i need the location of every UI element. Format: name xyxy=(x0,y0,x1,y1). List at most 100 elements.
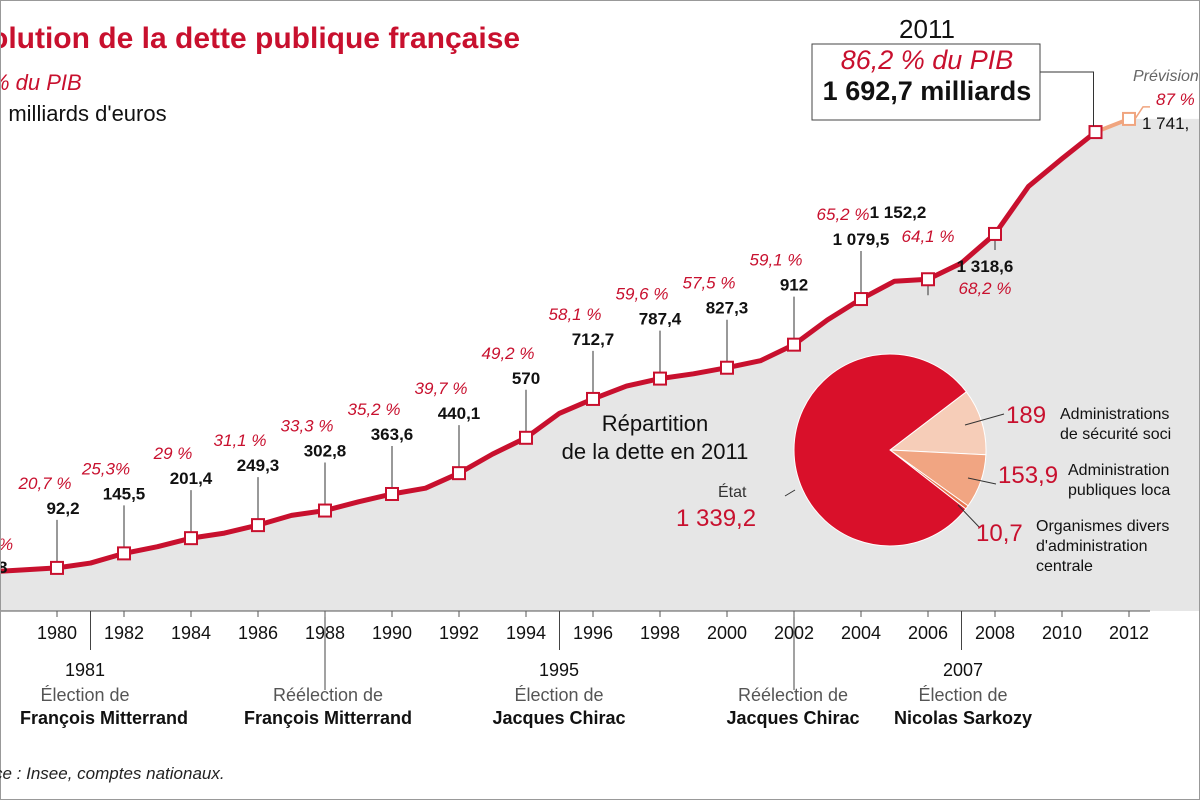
pie-value-apul: 153,9 xyxy=(998,462,1059,489)
point-pct-label: 29 % xyxy=(153,444,193,463)
data-point-marker xyxy=(385,486,399,501)
pie-title: Répartition de la dette en 2011 xyxy=(540,410,770,466)
event-line2: Jacques Chirac xyxy=(492,708,626,728)
data-point-marker xyxy=(519,430,533,445)
pie-leader-apul xyxy=(967,477,997,485)
point-amount-label: 201,4 xyxy=(170,469,213,488)
point-pct-label: 33,3 % xyxy=(281,417,334,436)
event-line2: François Mitterrand xyxy=(20,708,189,728)
data-point-marker xyxy=(251,518,265,533)
event-1988: Réélection de François Mitterrand xyxy=(243,660,413,729)
forecast-label: Prévision xyxy=(1133,68,1199,85)
data-point-marker xyxy=(50,560,64,575)
x-tick-label: 2002 xyxy=(774,623,814,643)
event-1995: 1995 Élection de Jacques Chirac xyxy=(474,660,644,729)
point-pct-label: 39,7 % xyxy=(415,379,468,398)
callout-year: 2011 xyxy=(899,14,955,44)
point-amount-label: 302,8 xyxy=(304,442,347,461)
point-amount-label: 145,5 xyxy=(103,484,146,503)
event-line1: Élection de xyxy=(514,685,604,705)
event-line1: Élection de xyxy=(918,685,1008,705)
point-amount-label: 1 318,6 xyxy=(957,257,1014,276)
x-tick-label: 2004 xyxy=(841,623,881,643)
pie-label-secu-line1: Administrations xyxy=(1060,406,1170,423)
point-pct-label: 68,2 % xyxy=(959,279,1012,298)
forecast-connector xyxy=(1134,106,1150,120)
event-line2: Jacques Chirac xyxy=(726,708,860,728)
point-amount-label: 570 xyxy=(512,369,540,388)
x-tick-label: 1992 xyxy=(439,623,479,643)
x-tick-label: 1986 xyxy=(238,623,278,643)
data-point-marker xyxy=(988,226,1002,241)
x-tick-label: 1994 xyxy=(506,623,546,643)
x-tick-label: 1988 xyxy=(305,623,345,643)
event-line2: François Mitterrand xyxy=(243,708,413,728)
point-pct-label: 35,2 % xyxy=(348,400,401,419)
data-point-marker xyxy=(117,546,131,561)
pie-title-line2: de la dette en 2011 xyxy=(561,439,749,464)
callout-2011: 2011 86,2 % du PIB 1 692,7 milliards xyxy=(812,14,1042,118)
pie-label-odac-line2: d'administration xyxy=(1036,538,1148,555)
pie-value-odac: 10,7 xyxy=(976,520,1023,547)
event-line1: Réélection de xyxy=(737,685,849,705)
pie-label-apul-line1: Administration xyxy=(1068,462,1170,479)
point-pct-label: 25,3% xyxy=(81,459,130,478)
series-line-debt xyxy=(0,130,1098,574)
point-amount-label: 827,3 xyxy=(706,299,749,318)
subtitle-unit: n milliards d'euros xyxy=(0,101,167,126)
data-point-marker xyxy=(653,371,667,386)
event-2007: 2007 Élection de Nicolas Sarkozy xyxy=(878,660,1048,729)
pie-slice-etat xyxy=(793,353,968,547)
point-pct-label: 58,1 % xyxy=(549,305,602,324)
pie-leader-etat xyxy=(784,489,796,497)
point-pct-label: 57,5 % xyxy=(683,274,736,293)
event-year: 1981 xyxy=(64,660,106,680)
forecast-point-marker xyxy=(1122,111,1136,126)
event-2002: Réélection de Jacques Chirac xyxy=(708,660,878,729)
subtitle-pct: % du PIB xyxy=(0,70,82,95)
callout-amount: 1 692,7 milliards xyxy=(822,76,1032,106)
pie-slice-secu xyxy=(888,391,987,456)
data-point-marker xyxy=(787,337,801,352)
x-tick-label: 1982 xyxy=(104,623,144,643)
data-point-marker xyxy=(318,503,332,518)
pie-label-odac-line1: Organismes divers xyxy=(1036,518,1170,535)
x-tick-label: 2000 xyxy=(707,623,747,643)
point-pct-label: 65,2 % xyxy=(817,205,870,224)
pie-label-secu-line2: de sécurité soci xyxy=(1060,426,1172,443)
point-pct-label: % xyxy=(0,535,13,554)
point-amount-label: 1 152,2 xyxy=(870,203,927,222)
point-amount-label: 1 079,5 xyxy=(833,230,890,249)
data-point-marker xyxy=(586,391,600,406)
event-year xyxy=(708,660,878,681)
pie-leader-secu xyxy=(964,413,1005,426)
pie-title-line1: Répartition xyxy=(601,411,709,436)
x-tick-label: 1996 xyxy=(573,623,613,643)
point-amount-label: 912 xyxy=(780,276,808,295)
x-tick-label: 1980 xyxy=(37,623,77,643)
event-line1: Réélection de xyxy=(272,685,384,705)
x-tick-label: 2006 xyxy=(908,623,948,643)
point-pct-label: 20,7 % xyxy=(18,474,72,493)
data-point-marker xyxy=(1088,125,1103,140)
data-point-marker xyxy=(854,292,868,307)
x-tick-label: 2008 xyxy=(975,623,1015,643)
x-tick-label: 1984 xyxy=(171,623,211,643)
pie-label-etat: État xyxy=(718,484,747,501)
event-1981: 1981 Élection de François Mitterrand xyxy=(20,660,189,729)
pie-value-etat: 1 339,2 xyxy=(676,505,757,532)
pie-label-apul: Administration publiques loca xyxy=(1068,461,1170,501)
x-tick-label: 1990 xyxy=(372,623,412,643)
pie-value-secu: 189 xyxy=(1006,402,1047,429)
point-pct-label: 49,2 % xyxy=(482,344,535,363)
event-year: 1995 xyxy=(538,660,580,680)
data-point-marker xyxy=(184,531,198,546)
data-point-marker xyxy=(720,360,734,375)
data-point-marker xyxy=(452,466,466,481)
x-tick-label: 1998 xyxy=(640,623,680,643)
callout-connector xyxy=(1040,71,1094,127)
source-note: ce : Insee, comptes nationaux. xyxy=(0,764,225,783)
point-pct-label: 64,1 % xyxy=(902,227,955,246)
point-amount-label: 787,4 xyxy=(639,310,682,329)
